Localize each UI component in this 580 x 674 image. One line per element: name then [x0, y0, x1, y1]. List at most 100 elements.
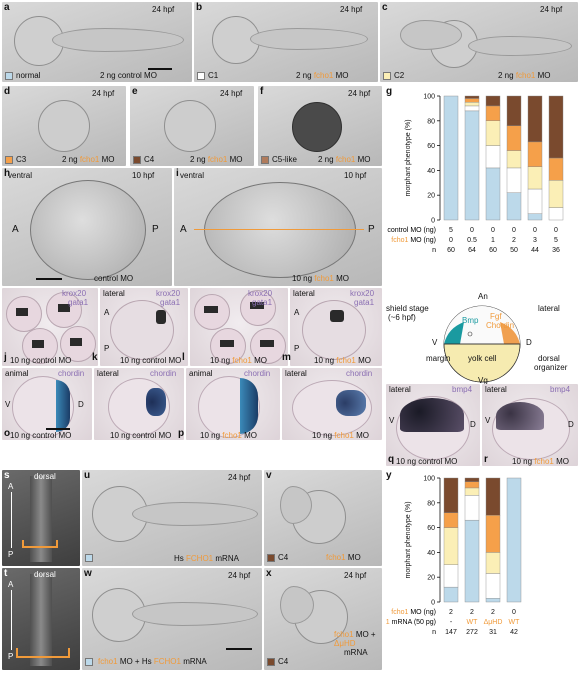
- panel-letter-r: r: [484, 454, 488, 465]
- bar-segment-C1: [443, 564, 459, 588]
- axis-a: A: [294, 308, 300, 317]
- bar-segment-C2: [485, 120, 501, 146]
- y-tick-label: 0: [431, 600, 435, 607]
- panel-p: animal chordin 10 ng fcho1 MO: [186, 368, 280, 440]
- panel-letter-s: s: [4, 470, 10, 481]
- row-value: 5: [449, 227, 453, 234]
- row-value: 5: [554, 237, 558, 244]
- panel-h: ventral 10 hpf A P control MO: [2, 168, 172, 286]
- bar-segment-C2: [506, 150, 522, 169]
- row-value: WT: [467, 619, 479, 626]
- panel-letter-p: p: [178, 428, 185, 439]
- row-value: 42: [510, 629, 518, 636]
- row-value: 2: [470, 609, 474, 616]
- panel-x: C4 fcho1 MO + ΔμHD mRNA: [264, 568, 382, 670]
- chordin-label: Chordin: [486, 321, 515, 330]
- scale-bar: [148, 68, 172, 70]
- bar-segment-C2: [443, 527, 459, 565]
- y-tick-label: 60: [427, 143, 435, 150]
- panel-v: C4 fcho1 MO: [264, 470, 382, 566]
- probe2: gata1: [354, 298, 375, 307]
- embryo-head: [400, 20, 462, 50]
- view-label: dorsal: [34, 570, 56, 579]
- view-label: lateral: [389, 385, 411, 394]
- y-tick-label: 40: [427, 550, 435, 557]
- bar-segment-C1: [485, 145, 501, 169]
- bar-segment-C3: [548, 157, 564, 181]
- row-value: ΔμHD: [484, 619, 503, 626]
- swatch-c1: [197, 72, 205, 80]
- panel-letter-e: e: [132, 86, 138, 97]
- bar-segment-C1: [548, 207, 564, 221]
- row-value: 0: [512, 227, 516, 234]
- v-label: V: [485, 416, 491, 425]
- condition: 10 ng control MO: [10, 356, 72, 365]
- condition: 10 ng fcho1 MO: [312, 431, 369, 440]
- bar-segment-C1: [485, 573, 501, 599]
- bar-segment-C3: [485, 515, 501, 553]
- panel-letter-j: j: [4, 352, 7, 363]
- axis-p: P: [294, 344, 300, 353]
- condition: fcho1 MO: [326, 553, 361, 562]
- swatch-label: C4: [278, 553, 289, 562]
- panel-j: krox20 gata1 10 ng control MO: [2, 288, 98, 366]
- condition: Hs FCHO1 mRNA: [174, 554, 239, 563]
- panel-letter-o: o: [4, 428, 11, 439]
- condition: 10 ng control MO: [120, 356, 182, 365]
- stage-subtitle: (~6 hpf): [388, 313, 416, 322]
- bar-segment-normal: [464, 110, 480, 221]
- condition: 10 ng fcho1 MO: [512, 457, 569, 466]
- bar-segment-C4: [485, 95, 501, 107]
- condition-line3: mRNA: [344, 648, 368, 657]
- axis-p: P: [104, 344, 110, 353]
- axis-a: A: [180, 224, 187, 235]
- bar-segment-C2: [527, 166, 543, 190]
- row-label: fcho1 MO (ng): [391, 609, 436, 616]
- lateral-label: lateral: [538, 304, 560, 313]
- panel-letter-m: m: [282, 352, 291, 363]
- d-label: D: [568, 420, 574, 429]
- axis-p: P: [368, 224, 375, 235]
- panel-letter-t: t: [4, 568, 8, 579]
- d-label: D: [78, 400, 84, 409]
- row-value: 50: [510, 247, 518, 254]
- embryo: [204, 182, 356, 278]
- swatch-c5: [261, 156, 269, 164]
- scale-bar: [46, 428, 70, 430]
- v-label: V: [5, 400, 11, 409]
- length-line: [194, 229, 364, 230]
- condition: 10 ng control MO: [396, 457, 458, 466]
- probe: chordin: [346, 369, 373, 378]
- bar-segment-C2: [464, 101, 480, 107]
- probe2: gata1: [160, 298, 181, 307]
- fgf-label: Fgf: [490, 312, 502, 321]
- y-tick-label: 0: [431, 218, 435, 225]
- schematic-n: shield stage (~6 hpf) An lateral Bmp Fgf…: [386, 292, 578, 385]
- condition: 2 ng fcho1 MO: [296, 71, 349, 80]
- panel-letter-u: u: [84, 470, 91, 481]
- bar-segment-C3: [527, 141, 543, 167]
- scale-bar: [36, 278, 62, 280]
- bar-segment-normal: [485, 598, 501, 603]
- probe: bmp4: [452, 385, 473, 394]
- probe2: gata1: [252, 298, 273, 307]
- condition: 2 ng control MO: [100, 71, 157, 80]
- schematic-drawing: [443, 305, 521, 383]
- panel-letter-v: v: [266, 470, 272, 481]
- margin-label: margin: [426, 354, 451, 363]
- condition: 10 ng fcho1 MO: [314, 356, 371, 365]
- swatch-c4: [133, 156, 141, 164]
- organizer-label-1: dorsal: [538, 354, 560, 363]
- organizer-label-2: organizer: [534, 363, 568, 372]
- y-tick-label: 20: [427, 575, 435, 582]
- condition: 2 ng fcho1 MO: [190, 155, 243, 164]
- axis-a: A: [8, 482, 14, 491]
- row-value: 0: [470, 227, 474, 234]
- row-value: 60: [489, 247, 497, 254]
- panel-letter-b: b: [196, 2, 203, 13]
- swatch-normal: [85, 658, 93, 666]
- panel-r: lateral bmp4 V D 10 ng fcho1 MO: [482, 384, 578, 466]
- panel-c: C2 2 ng fcho1 MO: [380, 2, 578, 82]
- condition: 10 ng fcho1 MO: [200, 431, 257, 440]
- condition: 10 ng control MO: [110, 431, 172, 440]
